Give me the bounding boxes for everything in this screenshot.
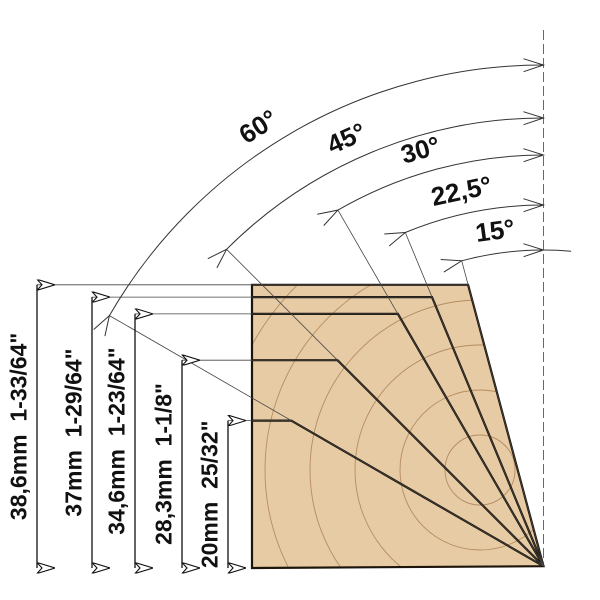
- svg-text:28,3mm 1-1/8": 28,3mm 1-1/8": [151, 383, 177, 545]
- svg-text:20mm 25/32": 20mm 25/32": [197, 420, 223, 568]
- svg-text:15°: 15°: [473, 213, 516, 248]
- svg-text:38,6mm 1-33/64": 38,6mm 1-33/64": [6, 333, 32, 520]
- svg-text:34,6mm 1-23/64": 34,6mm 1-23/64": [104, 347, 130, 534]
- svg-text:37mm 1-29/64": 37mm 1-29/64": [61, 348, 87, 516]
